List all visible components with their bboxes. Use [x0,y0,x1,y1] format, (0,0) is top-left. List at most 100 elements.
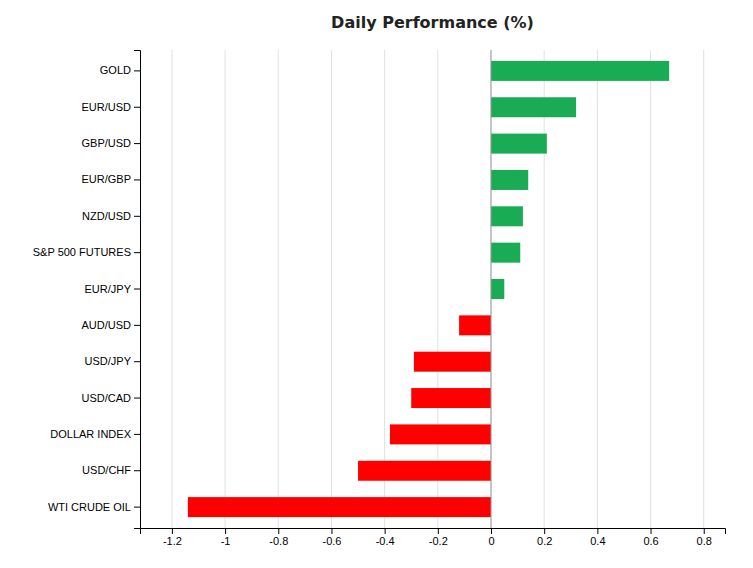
bar [411,388,491,408]
tick: EUR/USD [81,101,140,113]
bar [358,461,491,481]
tick-label: USD/CHF [82,464,131,476]
tick-label: WTI CRUDE OIL [48,501,131,513]
tick-mark [134,252,140,253]
tick-label: -0.4 [376,535,395,547]
tick-mark [134,434,140,435]
tick-mark [134,361,140,362]
grid-line [384,50,385,528]
tick-label: 0 [488,535,494,547]
tick-mark [385,528,386,534]
bar [491,279,504,299]
tick: -0.4 [376,528,395,547]
axis-line [141,529,726,535]
grid-line [597,50,598,528]
tick-label: GOLD [100,64,131,76]
tick-mark [134,470,140,471]
bar [491,206,523,226]
bar [491,97,576,117]
y-axis: GOLD EUR/USD GBP/USD EUR/GBP NZD/USD S&P 500 … [33,51,141,529]
tick: GOLD [100,64,140,76]
axis-line [134,51,141,529]
tick-mark [491,528,492,534]
grid-line [650,50,651,528]
tick-label: NZD/USD [82,210,131,222]
chart: -1.2 -1 -0.8 -0.6 -0.4 -0.2 0 0.2 0.4 0.6 0.8 GOLD E… [0,0,753,568]
tick-mark [134,325,140,326]
tick: 0.8 [697,528,712,547]
tick-label: 0.6 [643,535,658,547]
grid-line [437,50,438,528]
bar [459,315,491,335]
tick: 0.4 [590,528,605,547]
tick-label: USD/JPY [85,355,132,367]
tick-mark [134,216,140,217]
tick-mark [544,528,545,534]
bar [390,424,491,444]
tick: 0.2 [537,528,552,547]
tick-label: EUR/GBP [81,173,131,185]
bar [188,497,491,517]
tick-label: -1 [221,535,231,547]
grid-line [171,50,172,528]
tick: EUR/GBP [81,173,140,185]
tick: -1 [221,528,231,547]
grid-line [703,50,704,528]
tick: DOLLAR INDEX [50,428,140,440]
tick: 0.6 [643,528,658,547]
tick-mark [651,528,652,534]
tick-mark [278,528,279,534]
tick-mark [134,398,140,399]
tick: EUR/JPY [85,283,140,295]
tick-label: EUR/JPY [85,283,132,295]
tick-mark [172,528,173,534]
tick: S&P 500 FUTURES [33,246,140,258]
bar [491,170,528,190]
tick-mark [134,143,140,144]
tick: -0.2 [429,528,448,547]
tick-label: -1.2 [163,535,182,547]
grid-line [544,50,545,528]
title: Daily Performance (%) [331,13,534,32]
bars [188,61,669,517]
tick-label: 0.2 [537,535,552,547]
grid-line [491,50,492,528]
grid-line [331,50,332,528]
tick: WTI CRUDE OIL [48,501,140,513]
tick: -1.2 [163,528,182,547]
grid-line [278,50,279,528]
tick: -0.8 [269,528,288,547]
tick: NZD/USD [82,210,140,222]
tick-mark [225,528,226,534]
grid [172,50,704,528]
tick-label: EUR/USD [81,101,131,113]
zero-line [491,50,492,528]
tick-label: 0.8 [697,535,712,547]
tick-mark [134,107,140,108]
tick-label: 0.4 [590,535,605,547]
bar [491,61,669,81]
tick-label: USD/CAD [81,392,131,404]
tick: USD/JPY [85,355,140,367]
tick: -0.6 [322,528,341,547]
tick: 0 [488,528,494,547]
tick-mark [134,289,140,290]
tick-mark [438,528,439,534]
tick-mark [704,528,705,534]
tick-mark [597,528,598,534]
bar [414,352,491,372]
tick: GBP/USD [81,137,140,149]
x-axis: -1.2 -1 -0.8 -0.6 -0.4 -0.2 0 0.2 0.4 0.6 0.8 [141,528,726,547]
tick-mark [134,507,140,508]
tick: USD/CHF [82,464,140,476]
tick-label: AUD/USD [81,319,131,331]
grid-line [225,50,226,528]
tick-label: -0.6 [322,535,341,547]
tick-label: -0.8 [269,535,288,547]
tick-label: DOLLAR INDEX [50,428,131,440]
tick-mark [134,179,140,180]
bar [491,134,547,154]
tick-mark [134,70,140,71]
tick-mark [331,528,332,534]
bar [491,243,520,263]
